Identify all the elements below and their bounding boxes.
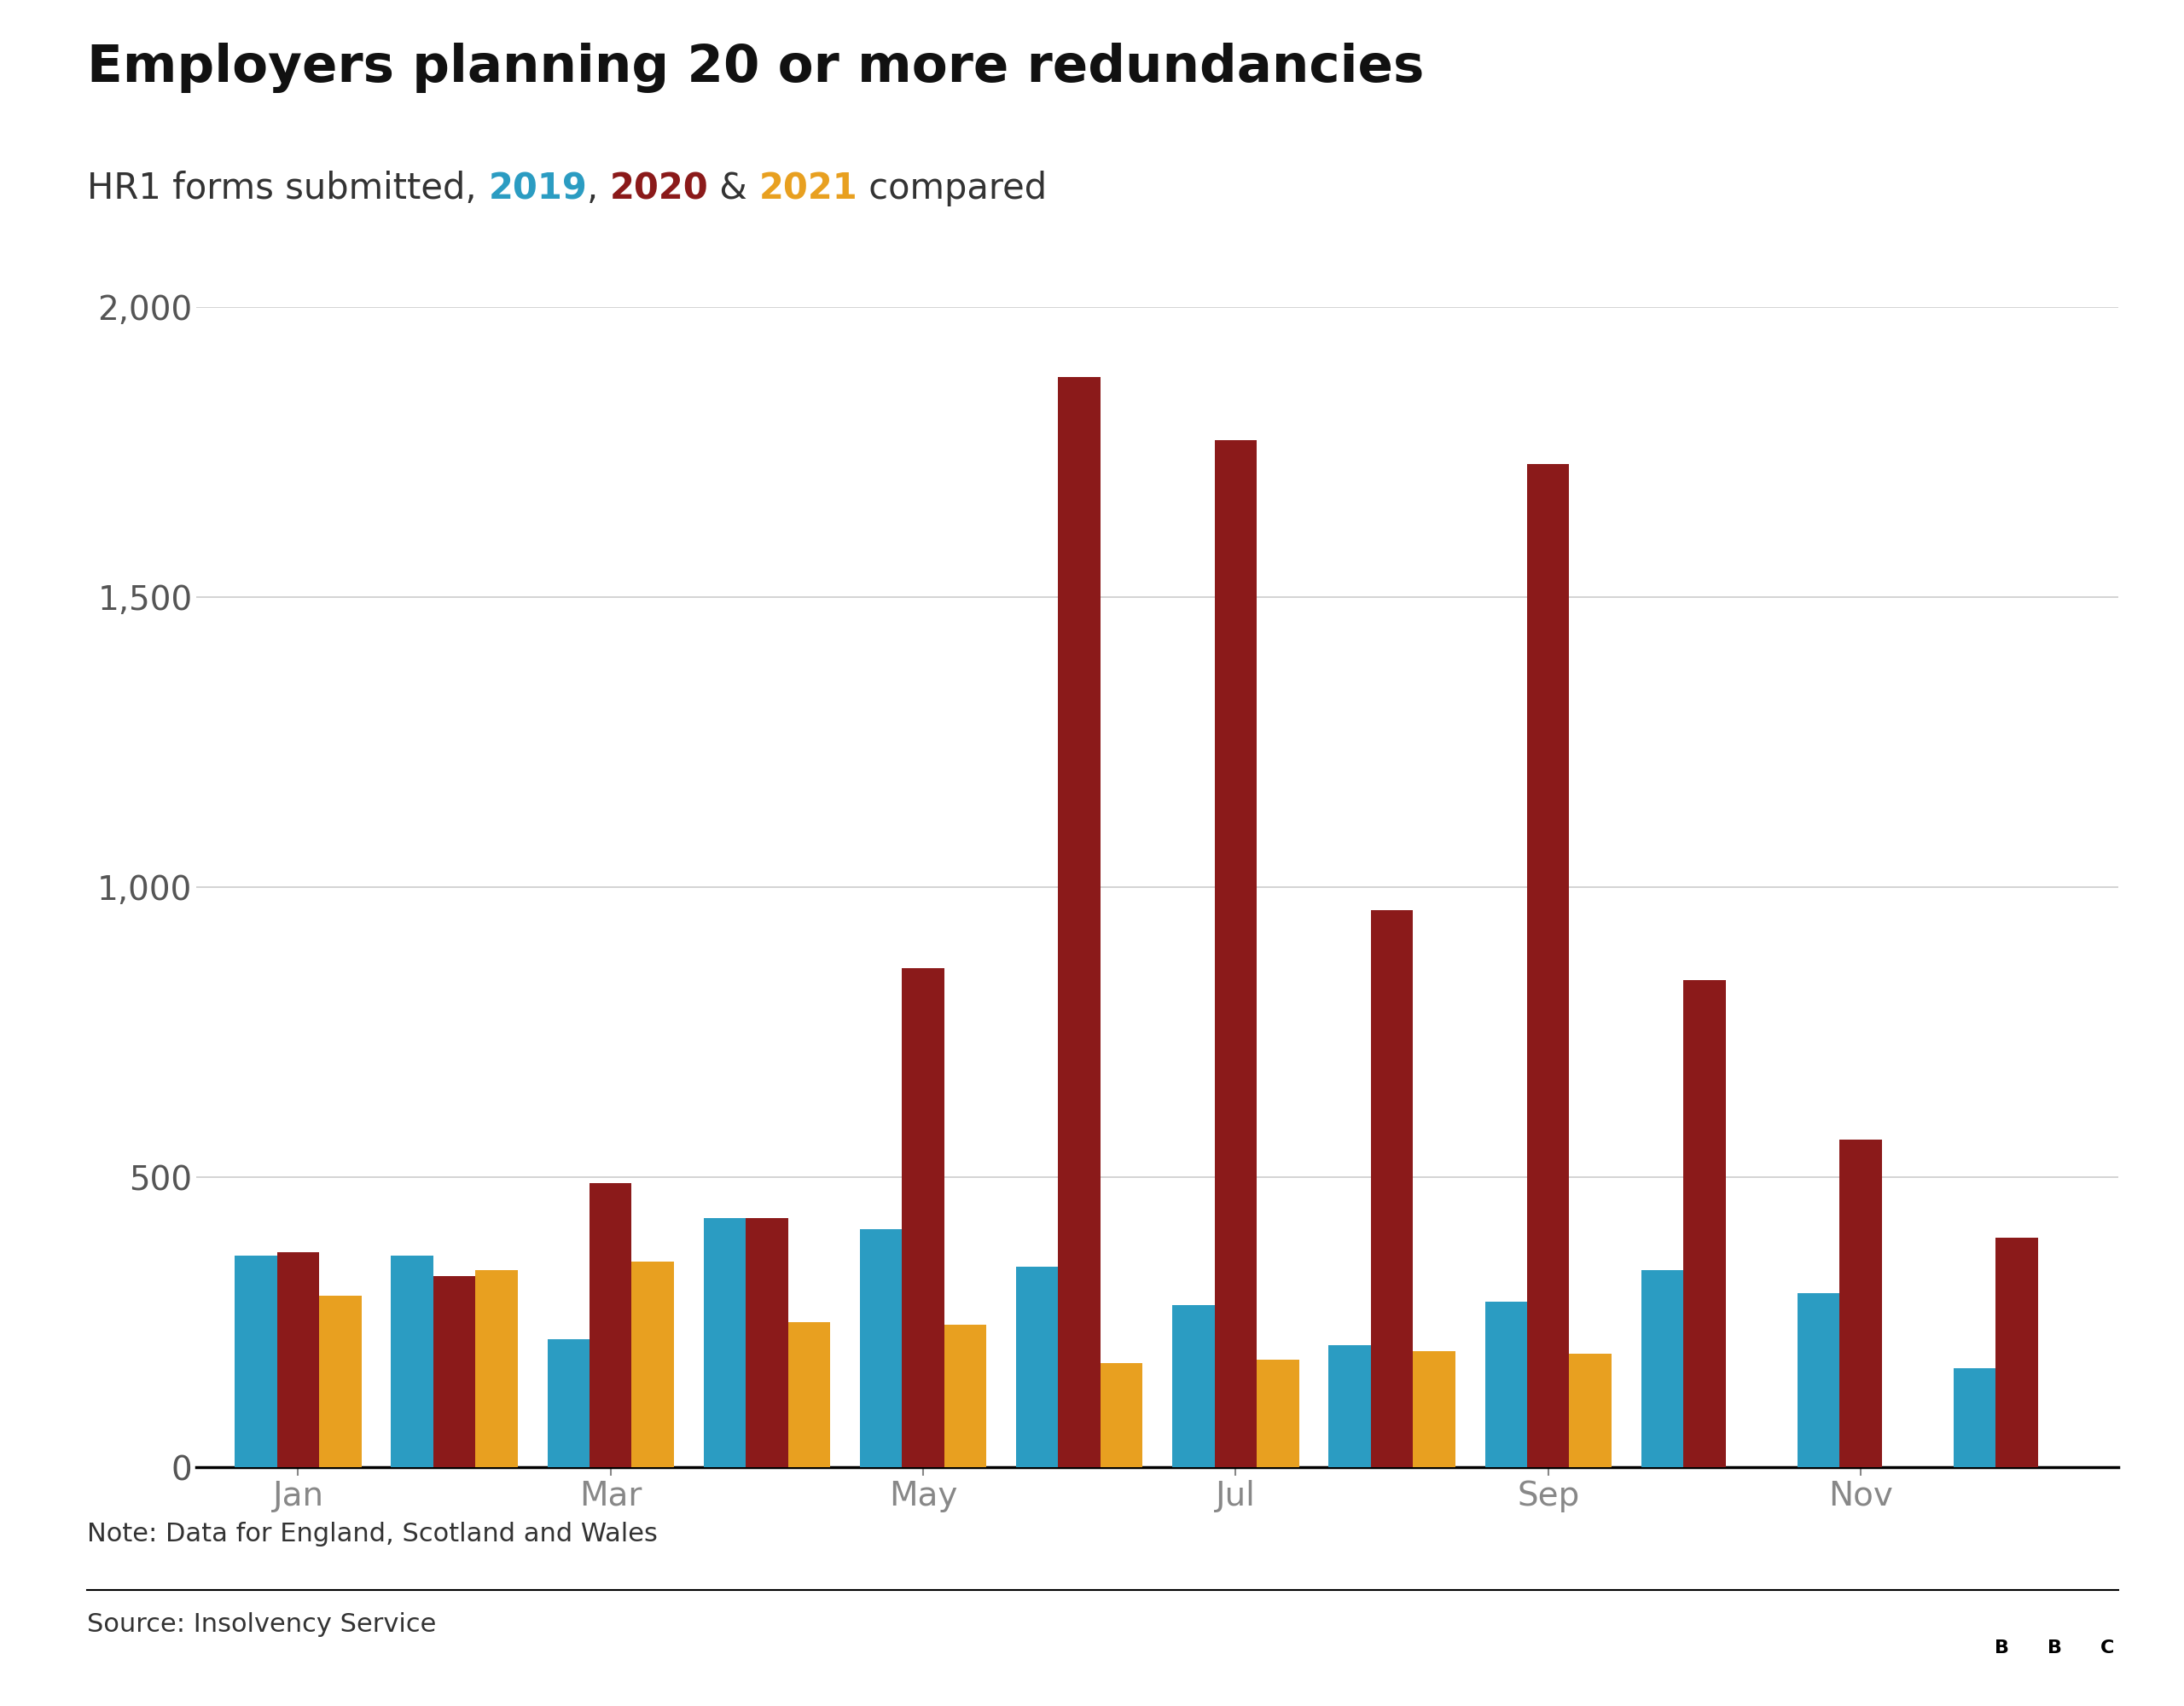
Bar bbox=[1996, 1239, 2038, 1467]
Bar bbox=[788, 1322, 830, 1467]
Bar bbox=[548, 1339, 590, 1467]
Bar bbox=[391, 1256, 432, 1467]
Bar bbox=[1256, 1360, 1299, 1467]
Bar bbox=[1527, 464, 1570, 1467]
Bar bbox=[432, 1276, 476, 1467]
Bar bbox=[943, 1326, 987, 1467]
Bar bbox=[1570, 1355, 1612, 1467]
Text: Employers planning 20 or more redundancies: Employers planning 20 or more redundanci… bbox=[87, 43, 1424, 92]
Bar bbox=[1839, 1140, 1883, 1467]
Bar bbox=[1101, 1363, 1142, 1467]
Bar bbox=[1979, 1610, 2025, 1686]
Text: HR1 forms submitted,: HR1 forms submitted, bbox=[87, 171, 489, 206]
Bar bbox=[1016, 1268, 1059, 1467]
Bar bbox=[1413, 1351, 1455, 1467]
Bar bbox=[631, 1261, 675, 1467]
Bar bbox=[319, 1297, 360, 1467]
Text: &: & bbox=[708, 171, 758, 206]
Text: compared: compared bbox=[858, 171, 1046, 206]
Text: B: B bbox=[2046, 1639, 2062, 1657]
Text: 2021: 2021 bbox=[758, 171, 858, 206]
Text: 2019: 2019 bbox=[489, 171, 587, 206]
Bar bbox=[1485, 1302, 1527, 1467]
Bar bbox=[590, 1182, 631, 1467]
Bar bbox=[745, 1218, 788, 1467]
Bar bbox=[476, 1269, 518, 1467]
Bar bbox=[1328, 1346, 1372, 1467]
Bar bbox=[860, 1230, 902, 1467]
Text: ,: , bbox=[587, 171, 609, 206]
Bar bbox=[2084, 1610, 2129, 1686]
Bar bbox=[2031, 1610, 2077, 1686]
Bar bbox=[1173, 1305, 1214, 1467]
Bar bbox=[1640, 1269, 1684, 1467]
Text: B: B bbox=[1994, 1639, 2009, 1657]
Bar bbox=[236, 1256, 277, 1467]
Text: C: C bbox=[2101, 1639, 2114, 1657]
Bar bbox=[1797, 1293, 1839, 1467]
Text: Note: Data for England, Scotland and Wales: Note: Data for England, Scotland and Wal… bbox=[87, 1522, 657, 1546]
Bar bbox=[902, 969, 943, 1467]
Bar bbox=[1684, 979, 1725, 1467]
Bar bbox=[1372, 911, 1413, 1467]
Bar bbox=[703, 1218, 745, 1467]
Bar bbox=[1059, 377, 1101, 1467]
Bar bbox=[1955, 1368, 1996, 1467]
Text: 2020: 2020 bbox=[609, 171, 708, 206]
Bar bbox=[1214, 440, 1256, 1467]
Bar bbox=[277, 1252, 319, 1467]
Text: Source: Insolvency Service: Source: Insolvency Service bbox=[87, 1612, 437, 1638]
